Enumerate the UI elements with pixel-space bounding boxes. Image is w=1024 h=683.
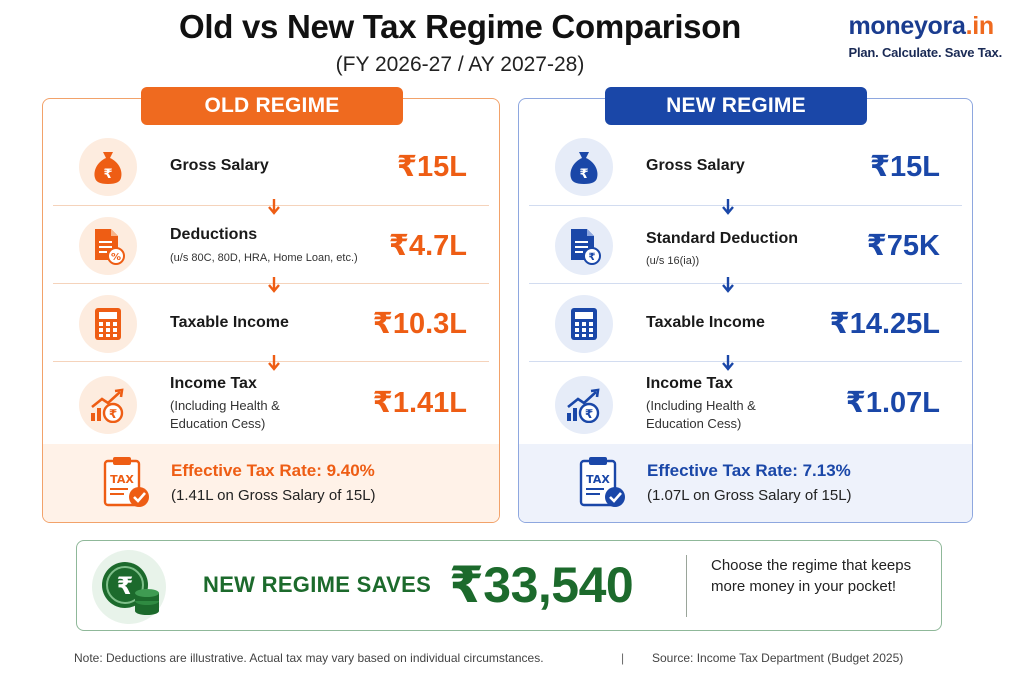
growth-chart-rupee-icon: ₹ <box>555 376 613 434</box>
new-gross-salary-row: ₹ Gross Salary ₹15L <box>519 129 972 205</box>
svg-text:TAX: TAX <box>586 473 610 486</box>
row-value: ₹4.7L <box>388 230 467 262</box>
row-sublabel-1: (Including Health & <box>170 398 280 413</box>
effective-tax-note: (1.41L on Gross Salary of 15L) <box>171 487 376 504</box>
svg-text:₹: ₹ <box>109 407 117 421</box>
old-regime-panel: OLD REGIME ₹ Gross Salary ₹15L % Deducti… <box>42 87 500 523</box>
down-arrow-icon <box>722 199 734 215</box>
new-standard-deduction-row: ₹ Standard Deduction (u/s 16(ia)) ₹75K <box>519 208 972 284</box>
row-value: ₹15L <box>869 151 940 183</box>
down-arrow-icon <box>722 277 734 293</box>
row-divider <box>53 205 489 206</box>
row-value: ₹1.07L <box>845 387 940 419</box>
old-taxable-income-row: Taxable Income ₹10.3L <box>43 286 499 362</box>
row-divider <box>529 205 962 206</box>
money-bag-icon: ₹ <box>79 138 137 196</box>
savings-label: NEW REGIME SAVES <box>203 572 432 597</box>
row-value: ₹15L <box>396 151 467 183</box>
row-label: Standard Deduction <box>646 230 799 247</box>
row-sublabel-2: Education Cess) <box>646 416 742 431</box>
row-label: Income Tax <box>646 375 733 392</box>
page-title: Old vs New Tax Regime Comparison <box>179 8 741 45</box>
row-label: Taxable Income <box>646 314 765 331</box>
row-sublabel-1: (Including Health & <box>646 398 756 413</box>
growth-chart-rupee-icon: ₹ <box>79 376 137 434</box>
row-value: ₹14.25L <box>829 308 940 340</box>
savings-message: Choose the regime that keeps more money … <box>711 557 912 595</box>
new-income-tax-row: ₹ Income Tax (Including Health & Educati… <box>519 367 972 443</box>
effective-tax-rate: Effective Tax Rate: 9.40% <box>171 461 375 480</box>
footer-separator: | <box>621 651 625 665</box>
savings-divider <box>686 555 687 617</box>
new-effective-rate-box: TAX Effective Tax Rate: 7.13% (1.07L on … <box>519 444 972 522</box>
old-deductions-row: % Deductions (u/s 80C, 80D, HRA, Home Lo… <box>43 208 499 284</box>
down-arrow-icon <box>268 355 280 371</box>
row-label: Income Tax <box>170 375 257 392</box>
brand-tld: .in <box>965 12 995 40</box>
document-rupee-icon: ₹ <box>555 217 613 275</box>
old-regime-header: OLD REGIME <box>141 87 403 125</box>
new-regime-header: NEW REGIME <box>605 87 867 125</box>
svg-text:TAX: TAX <box>110 473 134 486</box>
row-value: ₹10.3L <box>372 308 467 340</box>
brand-name: moneyora.in <box>848 12 1002 41</box>
calculator-icon <box>555 295 613 353</box>
row-sublabel: (u/s 80C, 80D, HRA, Home Loan, etc.) <box>170 252 358 264</box>
savings-amount: ₹33,540 <box>449 557 634 613</box>
document-percent-icon: % <box>79 217 137 275</box>
tax-clipboard-icon: TAX <box>579 457 625 507</box>
row-value: ₹75K <box>866 230 940 262</box>
row-divider <box>53 361 489 362</box>
calculator-icon <box>79 295 137 353</box>
svg-text:%: % <box>111 252 121 263</box>
svg-text:₹: ₹ <box>585 407 593 421</box>
brand-tagline: Plan. Calculate. Save Tax. <box>848 45 1002 60</box>
down-arrow-icon <box>268 199 280 215</box>
down-arrow-icon <box>722 355 734 371</box>
row-label: Gross Salary <box>646 157 745 174</box>
row-divider <box>529 361 962 362</box>
row-value: ₹1.41L <box>372 387 467 419</box>
new-regime-panel: NEW REGIME ₹ Gross Salary ₹15L ₹ Standar… <box>518 87 973 523</box>
page-subtitle: (FY 2026-27 / AY 2027-28) <box>335 53 585 76</box>
money-bag-icon: ₹ <box>555 138 613 196</box>
row-divider <box>529 283 962 284</box>
savings-banner: ₹ NEW REGIME SAVES ₹33,540 Choose the re… <box>76 540 942 631</box>
old-effective-rate-box: TAX Effective Tax Rate: 9.40% (1.41L on … <box>43 444 499 522</box>
brand-name-text: moneyora <box>848 12 966 40</box>
down-arrow-icon <box>268 277 280 293</box>
brand-logo: moneyora.in Plan. Calculate. Save Tax. <box>848 12 1002 60</box>
effective-tax-note: (1.07L on Gross Salary of 15L) <box>647 487 852 504</box>
svg-text:₹: ₹ <box>117 572 134 600</box>
old-gross-salary-row: ₹ Gross Salary ₹15L <box>43 129 499 205</box>
row-label: Deductions <box>170 226 258 243</box>
effective-tax-rate: Effective Tax Rate: 7.13% <box>647 461 851 480</box>
svg-text:₹: ₹ <box>589 252 596 263</box>
old-income-tax-row: ₹ Income Tax (Including Health & Educati… <box>43 367 499 443</box>
row-label: Gross Salary <box>170 157 269 174</box>
svg-text:₹: ₹ <box>579 167 588 182</box>
rupee-coin-stack-icon: ₹ <box>92 550 166 624</box>
svg-text:₹: ₹ <box>103 167 112 182</box>
tax-clipboard-icon: TAX <box>103 457 149 507</box>
footer-note: Note: Deductions are illustrative. Actua… <box>74 651 544 665</box>
row-sublabel-2: Education Cess) <box>170 416 266 431</box>
new-taxable-income-row: Taxable Income ₹14.25L <box>519 286 972 362</box>
row-divider <box>53 283 489 284</box>
row-sublabel: (u/s 16(ia)) <box>646 255 700 267</box>
footer-source: Source: Income Tax Department (Budget 20… <box>652 651 904 665</box>
row-label: Taxable Income <box>170 314 289 331</box>
